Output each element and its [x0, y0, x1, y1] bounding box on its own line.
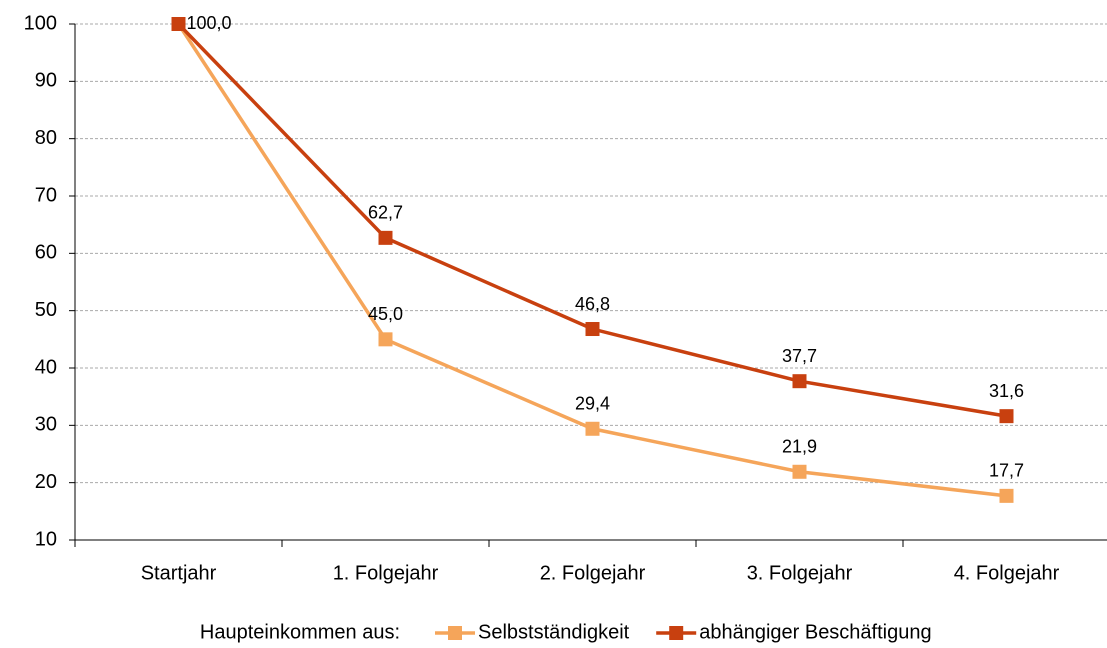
marker — [378, 332, 393, 347]
marker — [792, 374, 807, 389]
marker — [585, 322, 600, 337]
x-tick-label: 1. Folgejahr — [333, 562, 439, 584]
x-tick-label: 3. Folgejahr — [747, 562, 853, 584]
y-tick-label: 90 — [35, 70, 57, 92]
y-tick-label: 50 — [35, 299, 57, 321]
value-label: 31,6 — [989, 381, 1024, 401]
legend-label: abhängiger Beschäftigung — [699, 621, 931, 643]
value-label: 37,7 — [782, 346, 817, 366]
marker — [171, 17, 186, 31]
marker — [999, 409, 1014, 424]
y-tick-label: 100 — [24, 12, 57, 34]
y-tick-label: 20 — [35, 471, 57, 493]
x-tick-label: Startjahr — [141, 562, 217, 584]
value-label: 45,0 — [368, 304, 403, 324]
y-tick-label: 70 — [35, 184, 57, 206]
y-tick-label: 60 — [35, 242, 57, 264]
legend-marker — [669, 626, 684, 640]
value-label: 29,4 — [575, 394, 610, 414]
marker — [792, 464, 807, 479]
value-label: 62,7 — [368, 203, 403, 223]
marker — [378, 230, 393, 245]
x-tick-label: 2. Folgejahr — [540, 562, 646, 584]
marker — [585, 421, 600, 436]
y-tick-label: 80 — [35, 127, 57, 149]
legend-label: Selbstständigkeit — [478, 621, 630, 643]
y-tick-label: 40 — [35, 356, 57, 378]
x-tick-label: 4. Folgejahr — [954, 562, 1060, 584]
y-tick-label: 30 — [35, 414, 57, 436]
legend-marker — [448, 626, 462, 640]
series-line — [177, 22, 1007, 418]
y-tick-label: 10 — [35, 528, 57, 550]
value-label: 17,7 — [989, 461, 1024, 481]
value-label: 46,8 — [575, 294, 610, 314]
marker — [999, 488, 1014, 503]
legend-title: Haupteinkommen aus: — [200, 621, 400, 643]
value-label: 100,0 — [187, 13, 232, 33]
value-label: 21,9 — [782, 437, 817, 457]
